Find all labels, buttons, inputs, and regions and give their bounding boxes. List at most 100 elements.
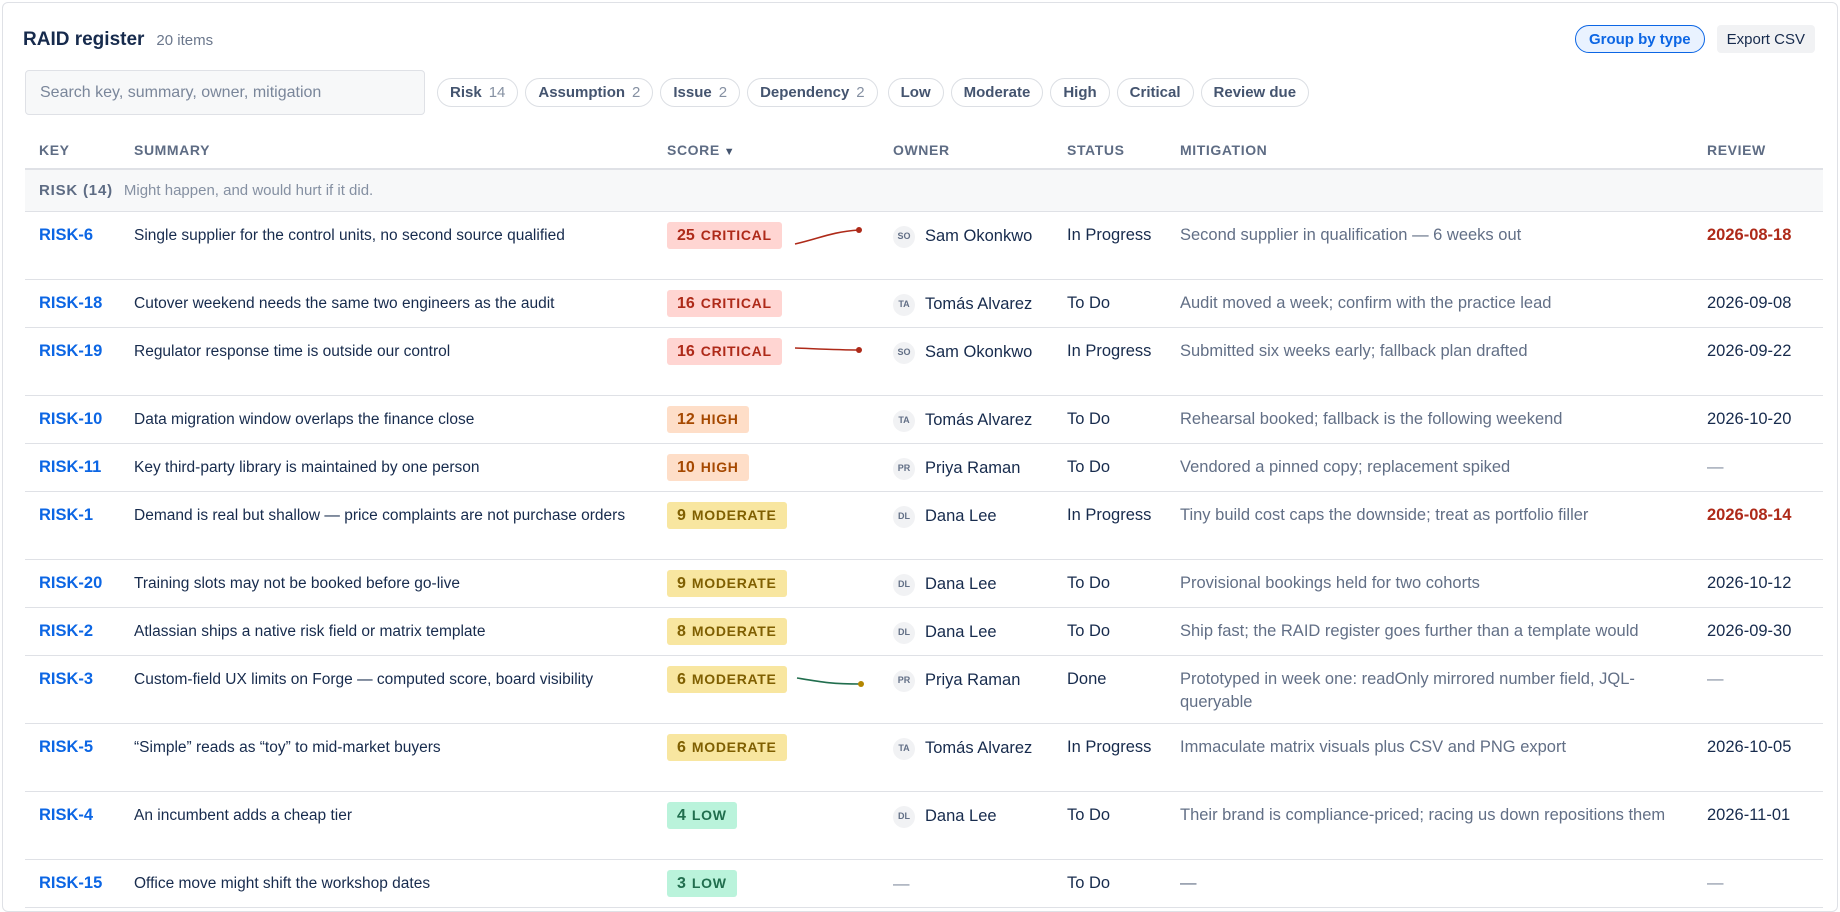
table-row[interactable]: RISK-1 Demand is real but shallow — price… bbox=[25, 492, 1823, 560]
filter-chip-high[interactable]: High bbox=[1050, 78, 1110, 107]
score-badge: 16 CRITICAL bbox=[667, 338, 782, 365]
summary-text: Single supplier for the control units, n… bbox=[134, 227, 565, 244]
score-trend-sparkline bbox=[796, 677, 864, 687]
owner-cell[interactable]: SO Sam Okonkwo bbox=[893, 225, 1032, 248]
mitigation-text: Rehearsal booked; fallback is the follow… bbox=[1180, 410, 1563, 428]
severity-filter-chips: Low Moderate High Critical Review due bbox=[887, 78, 1310, 107]
issue-key-link[interactable]: RISK-19 bbox=[39, 342, 103, 360]
score-value: 6 bbox=[677, 739, 686, 756]
table-row[interactable]: RISK-3 Custom-field UX limits on Forge — … bbox=[25, 656, 1823, 724]
group-by-type-button[interactable]: Group by type bbox=[1574, 25, 1705, 53]
table-row[interactable]: RISK-19 Regulator response time is outsid… bbox=[25, 328, 1823, 396]
status-text[interactable]: To Do bbox=[1067, 410, 1111, 428]
issue-key-link[interactable]: RISK-10 bbox=[39, 410, 103, 428]
avatar: PR bbox=[893, 669, 915, 692]
review-date: 2026-11-01 bbox=[1707, 806, 1791, 824]
status-text[interactable]: To Do bbox=[1067, 294, 1111, 312]
table-row[interactable]: RISK-2 Atlassian ships a native risk fiel… bbox=[25, 608, 1823, 656]
owner-cell[interactable]: TA Tomás Alvarez bbox=[893, 737, 1032, 760]
column-header-key[interactable]: KEY bbox=[39, 142, 70, 158]
issue-key-link[interactable]: RISK-1 bbox=[39, 506, 94, 524]
owner-name: Tomás Alvarez bbox=[925, 411, 1033, 429]
column-header-review[interactable]: REVIEW bbox=[1707, 142, 1766, 158]
issue-key-link[interactable]: RISK-20 bbox=[39, 574, 103, 592]
table-row[interactable]: RISK-18 Cutover weekend needs the same tw… bbox=[25, 280, 1823, 328]
mitigation-text: Vendored a pinned copy; replacement spik… bbox=[1180, 458, 1511, 476]
filter-chip-label: Risk bbox=[450, 84, 482, 101]
issue-key-link[interactable]: RISK-2 bbox=[39, 622, 94, 640]
table-row[interactable]: RISK-6 Single supplier for the control un… bbox=[25, 212, 1823, 280]
owner-cell[interactable]: — bbox=[893, 873, 910, 896]
filter-chip-moderate[interactable]: Moderate bbox=[950, 78, 1044, 107]
owner-cell[interactable]: DL Dana Lee bbox=[893, 573, 997, 596]
status-text[interactable]: To Do bbox=[1067, 806, 1111, 824]
owner-cell[interactable]: TA Tomás Alvarez bbox=[893, 409, 1032, 432]
summary-text: Custom-field UX limits on Forge — comput… bbox=[134, 671, 594, 688]
status-text[interactable]: In Progress bbox=[1067, 506, 1152, 524]
issue-key-link[interactable]: RISK-4 bbox=[39, 806, 94, 824]
export-csv-button[interactable]: Export CSV bbox=[1716, 25, 1815, 53]
score-badge: 9 MODERATE bbox=[667, 570, 787, 597]
avatar: PR bbox=[893, 457, 915, 480]
avatar: TA bbox=[893, 293, 915, 316]
owner-name: Dana Lee bbox=[925, 507, 997, 525]
status-text[interactable]: To Do bbox=[1067, 574, 1111, 592]
filter-chip-count: 2 bbox=[856, 84, 865, 101]
group-header-risk[interactable]: RISK (14) Might happen, and would hurt i… bbox=[25, 170, 1823, 212]
table-row[interactable]: RISK-20 Training slots may not be booked … bbox=[25, 560, 1823, 608]
owner-cell[interactable]: SO Sam Okonkwo bbox=[893, 341, 1032, 364]
filter-chip-low[interactable]: Low bbox=[887, 78, 944, 107]
column-header-mitigation[interactable]: MITIGATION bbox=[1180, 142, 1268, 158]
owner-cell[interactable]: PR Priya Raman bbox=[893, 669, 1020, 692]
table-row[interactable]: RISK-11 Key third-party library is mainta… bbox=[25, 444, 1823, 492]
status-text[interactable]: In Progress bbox=[1067, 342, 1152, 360]
search-input[interactable] bbox=[25, 70, 425, 115]
issue-key-link[interactable]: RISK-5 bbox=[39, 738, 94, 756]
owner-cell[interactable]: DL Dana Lee bbox=[893, 805, 997, 828]
score-trend bbox=[791, 338, 871, 373]
column-header-owner[interactable]: OWNER bbox=[893, 142, 950, 158]
issue-key-link[interactable]: RISK-15 bbox=[39, 874, 103, 892]
score-value: 9 bbox=[677, 507, 686, 524]
issue-key-link[interactable]: RISK-3 bbox=[39, 670, 94, 688]
severity-level: MODERATE bbox=[691, 507, 777, 523]
filter-chip-risk[interactable]: Risk 14 bbox=[437, 78, 519, 107]
filter-chip-dependency[interactable]: Dependency 2 bbox=[747, 78, 878, 107]
status-text[interactable]: To Do bbox=[1067, 874, 1111, 892]
status-text[interactable]: To Do bbox=[1067, 458, 1111, 476]
filter-chip-assumption[interactable]: Assumption 2 bbox=[525, 78, 654, 107]
issue-key-link[interactable]: RISK-18 bbox=[39, 294, 103, 312]
owner-name: Dana Lee bbox=[925, 623, 997, 641]
status-text[interactable]: To Do bbox=[1067, 622, 1111, 640]
owner-name: — bbox=[893, 875, 910, 893]
owner-cell[interactable]: DL Dana Lee bbox=[893, 505, 997, 528]
filter-chip-count: 14 bbox=[488, 84, 506, 101]
column-header-score[interactable]: SCORE ▼ bbox=[667, 142, 735, 158]
column-header-status[interactable]: STATUS bbox=[1067, 142, 1125, 158]
filter-chip-review-due[interactable]: Review due bbox=[1200, 78, 1310, 107]
mitigation-text: Second supplier in qualification — 6 wee… bbox=[1180, 226, 1522, 244]
score-value: 6 bbox=[677, 671, 686, 688]
page-title: RAID register bbox=[23, 29, 145, 50]
issue-key-link[interactable]: RISK-11 bbox=[39, 458, 102, 476]
owner-cell[interactable]: DL Dana Lee bbox=[893, 621, 997, 644]
severity-level: CRITICAL bbox=[700, 343, 772, 359]
filter-chip-critical[interactable]: Critical bbox=[1116, 78, 1194, 107]
review-date: — bbox=[1707, 670, 1724, 688]
mitigation-text: Prototyped in week one: readOnly mirrore… bbox=[1180, 670, 1635, 711]
summary-text: Training slots may not be booked before … bbox=[134, 575, 460, 592]
issue-key-link[interactable]: RISK-6 bbox=[39, 226, 94, 244]
owner-cell[interactable]: PR Priya Raman bbox=[893, 457, 1020, 480]
filter-chip-issue[interactable]: Issue 2 bbox=[660, 78, 741, 107]
status-text[interactable]: In Progress bbox=[1067, 738, 1152, 756]
review-date: 2026-10-20 bbox=[1707, 410, 1792, 428]
status-text[interactable]: In Progress bbox=[1067, 226, 1152, 244]
score-badge: 16 CRITICAL bbox=[667, 290, 782, 317]
status-text[interactable]: Done bbox=[1067, 670, 1107, 688]
column-header-summary[interactable]: SUMMARY bbox=[134, 142, 211, 158]
table-row[interactable]: RISK-4 An incumbent adds a cheap tier 4 LOW… bbox=[25, 792, 1823, 860]
table-row[interactable]: RISK-5 “Simple” reads as “toy” to mid-mar… bbox=[25, 724, 1823, 792]
table-row[interactable]: RISK-15 Office move might shift the works… bbox=[25, 860, 1823, 908]
table-row[interactable]: RISK-10 Data migration window overlaps th… bbox=[25, 396, 1823, 444]
owner-cell[interactable]: TA Tomás Alvarez bbox=[893, 293, 1032, 316]
